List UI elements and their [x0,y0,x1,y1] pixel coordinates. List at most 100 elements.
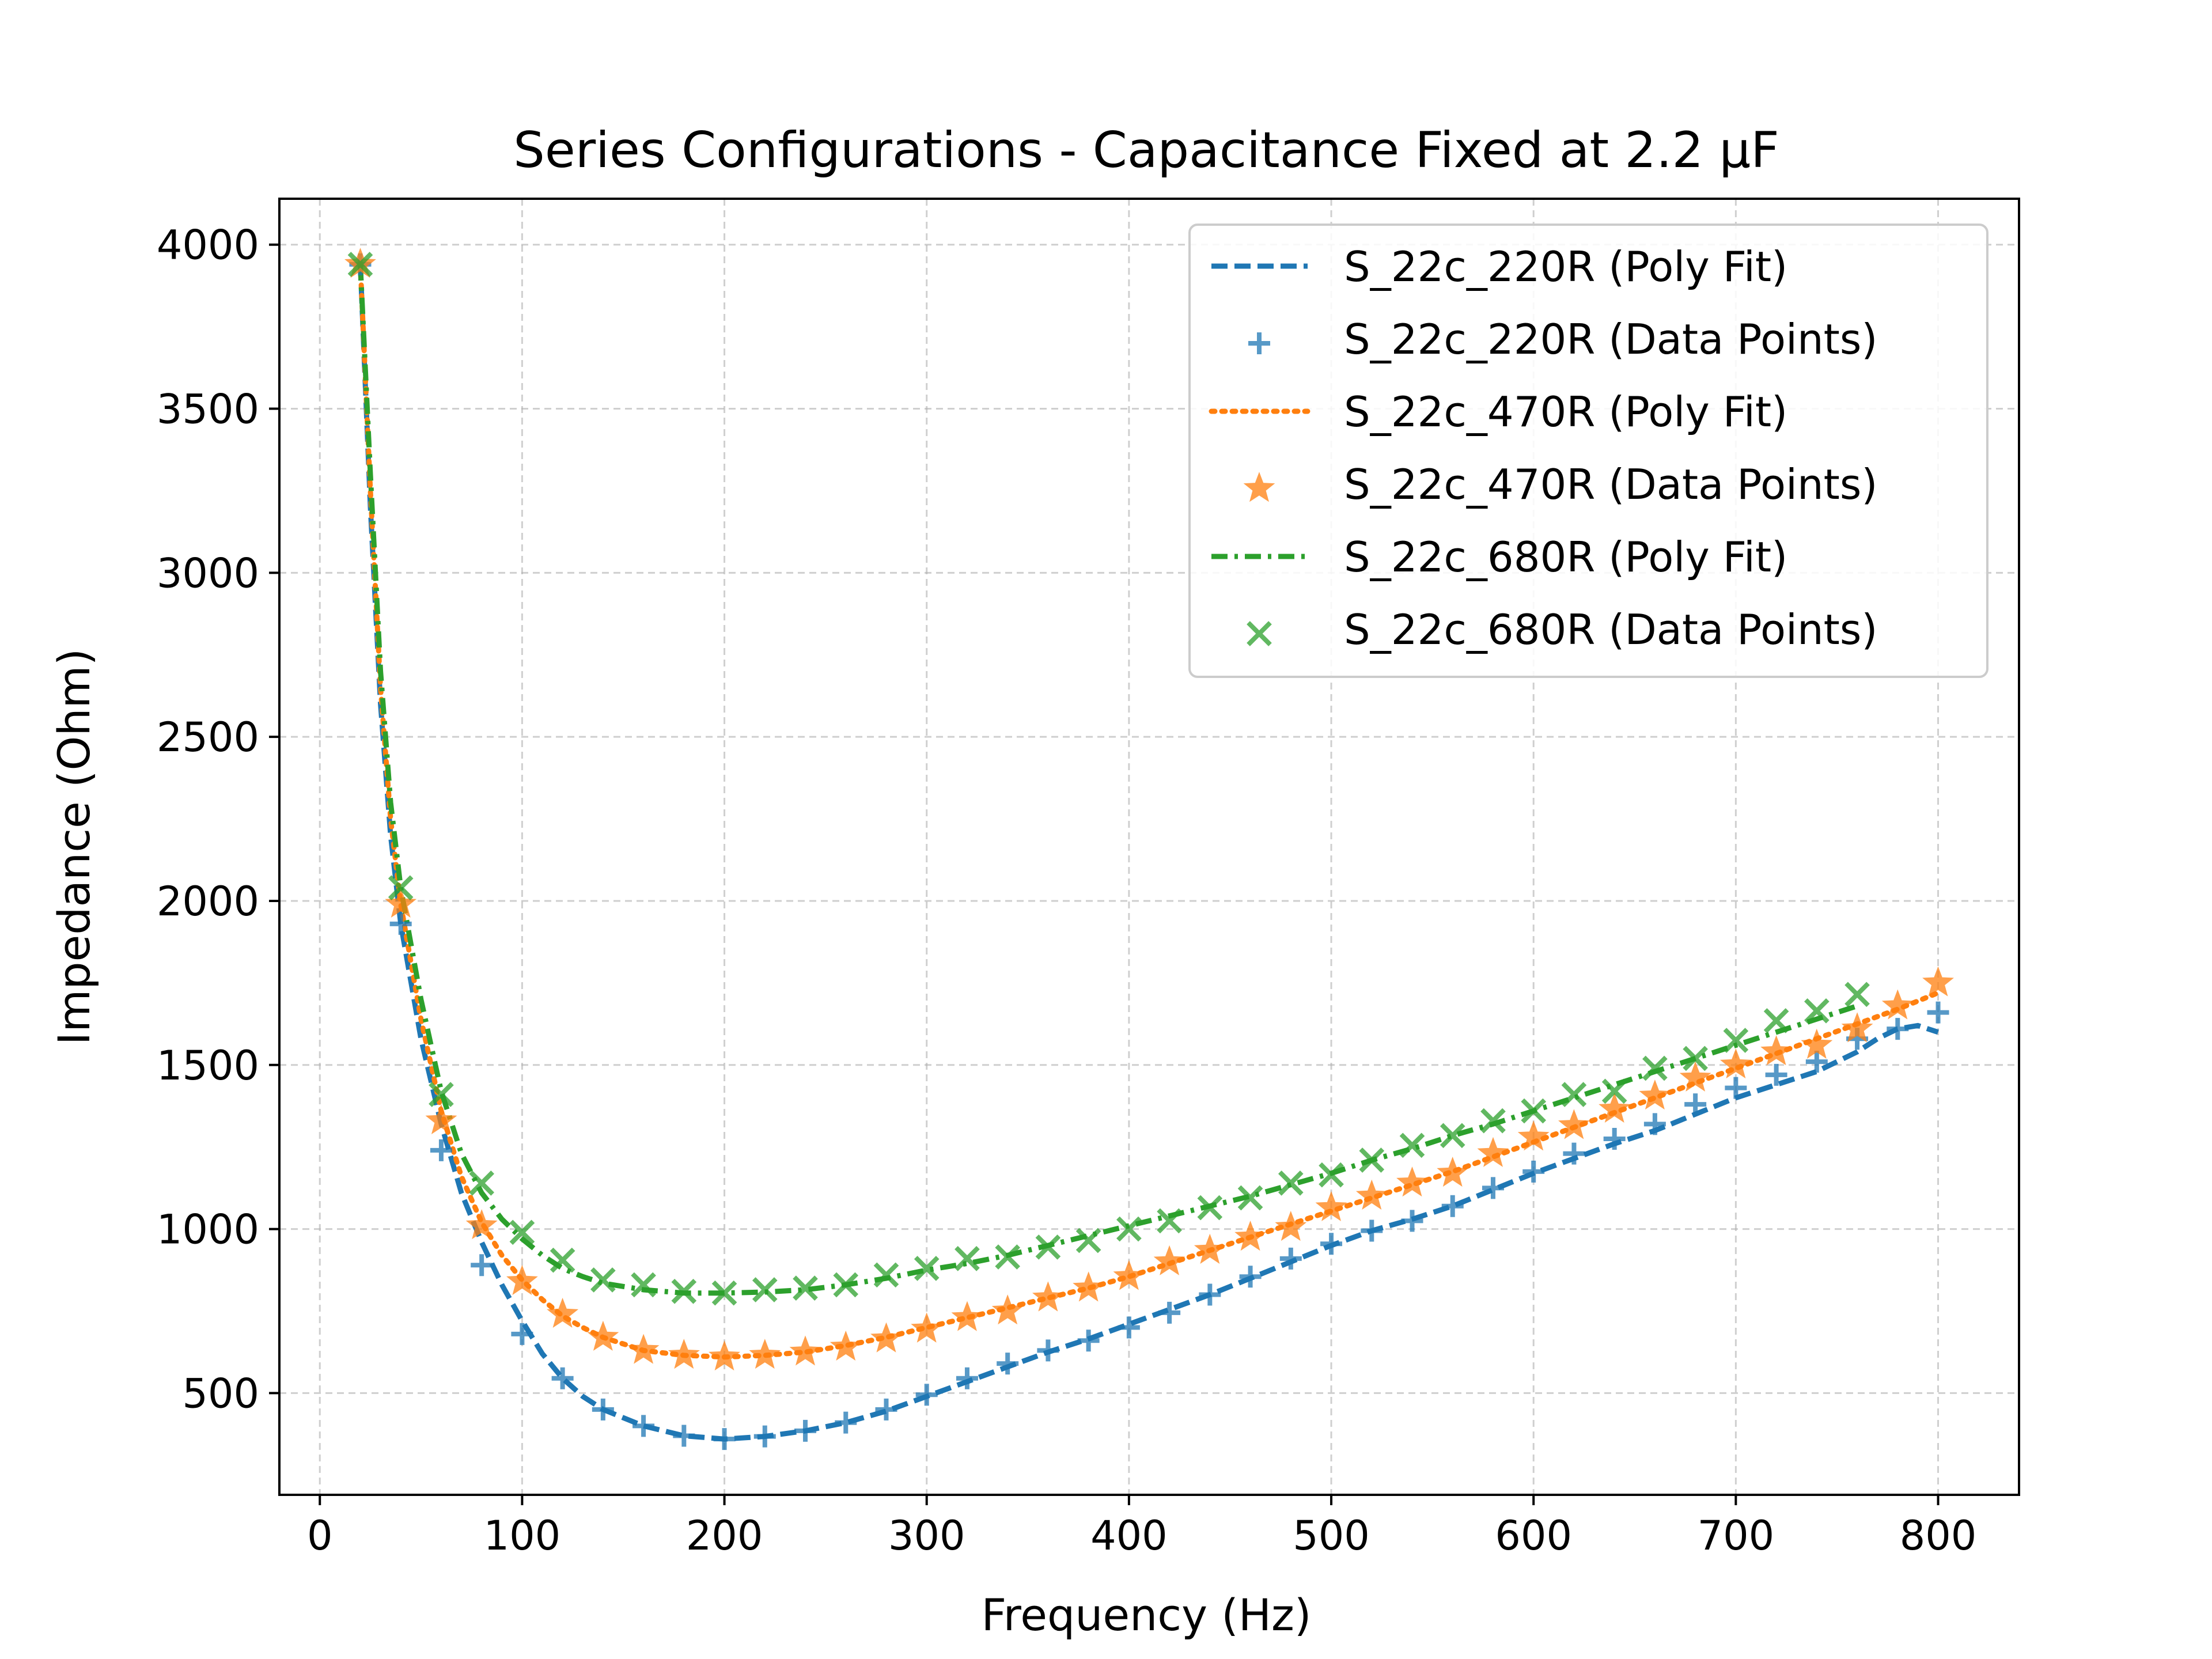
data-point [991,1294,1024,1325]
data-point [793,1275,818,1301]
plot-frame [278,198,2020,1496]
data-point [1237,1185,1263,1211]
data-point [955,1246,980,1271]
data-point [1319,1162,1344,1188]
data-point [753,1425,776,1448]
legend-entry-label: S_22c_680R (Poly Fit) [1344,533,1787,581]
data-point [995,1244,1021,1270]
data-point [1075,1228,1101,1253]
x-tick-label: 500 [1293,1512,1370,1559]
y-tick-label: 1500 [157,1042,259,1089]
data-point [749,1339,781,1369]
x-tick-label: 800 [1900,1512,1977,1559]
data-point [509,1219,535,1245]
data-point [1401,1210,1423,1232]
data-point [668,1339,700,1369]
data-point [1234,1220,1266,1251]
data-point [1765,1063,1787,1086]
data-point [1723,1028,1749,1053]
data-point [1480,1108,1506,1134]
y-tick-label: 3000 [157,550,259,597]
legend-marker-swatch [1247,621,1272,646]
y-tick-label: 2500 [157,714,259,761]
data-point [1601,1078,1627,1104]
data-point [631,1272,656,1298]
data-point [956,1367,978,1389]
data-point [1437,1156,1469,1187]
legend-entry-label: S_22c_470R (Poly Fit) [1344,388,1787,436]
data-point [1684,1093,1707,1116]
data-point [1441,1195,1464,1217]
y-tick-label: 500 [182,1370,259,1417]
data-point [465,1209,498,1240]
x-axis-label: Frequency (Hz) [981,1589,1311,1641]
data-point [951,1301,983,1331]
x-tick-label: 100 [484,1512,561,1559]
data-point [1399,1132,1425,1158]
data-point [789,1335,821,1366]
data-point [1922,966,1954,997]
data-point [551,1367,574,1389]
data-point [1725,1077,1747,1099]
data-point [1278,1171,1304,1196]
legend-entry-label: S_22c_220R (Data Points) [1344,315,1878,363]
data-point [1522,1160,1545,1183]
data-point [1037,1339,1059,1362]
data-point [1239,1266,1262,1288]
y-tick-label: 4000 [157,222,259,269]
data-point [1359,1147,1385,1173]
data-point [673,1425,695,1447]
data-point [1315,1191,1347,1221]
y-tick-label: 1000 [157,1206,259,1253]
data-point [1719,1048,1752,1079]
data-point [587,1320,619,1351]
data-point [1603,1127,1626,1150]
legend-entry-label: S_22c_680R (Data Points) [1344,605,1878,654]
data-point [1199,1283,1221,1306]
data-point [550,1247,575,1273]
data-point [1887,1018,1909,1040]
data-point [1440,1123,1465,1149]
data-point [713,1428,736,1450]
axis-ticks: 0 100 200 300 400 500 600 700 800 500 1000 1500 2000… [157,222,1976,1559]
legend-marker-swatch [1248,332,1270,354]
data-point [1763,1008,1789,1033]
chart-title: Series Configurations - Capacitance Fixe… [513,122,1779,179]
series-line-0 [358,264,1939,1442]
data-point [506,1264,538,1296]
data-point [1563,1142,1585,1165]
data-point [1116,1216,1142,1242]
data-point [429,1082,454,1107]
data-point [1035,1234,1061,1260]
data-point [1642,1055,1668,1081]
data-point [1194,1233,1226,1264]
data-point [1643,1113,1666,1135]
data-point [1361,1219,1383,1242]
data-point [1197,1195,1223,1221]
data-point [1521,1098,1547,1124]
data-point [1077,1330,1100,1352]
data-point [671,1279,697,1304]
data-point [1683,1046,1708,1071]
data-point [709,1340,740,1371]
data-point [1279,1247,1302,1270]
data-point [794,1419,817,1442]
data-point [1477,1137,1509,1167]
x-tick-label: 700 [1698,1512,1775,1559]
data-point [1396,1166,1428,1197]
data-point [471,1254,493,1277]
data-point [1844,982,1870,1007]
data-point [385,887,417,918]
data-point [1355,1179,1388,1210]
data-point [711,1280,737,1306]
data-point [1760,1035,1792,1066]
x-tick-label: 600 [1495,1512,1572,1559]
legend-box [1188,224,1988,678]
y-axis-label: Impedance (Ohm) [48,649,100,1045]
data-point-markers [344,248,1954,1450]
data-point [1599,1092,1631,1123]
data-point [347,252,373,277]
data-point [1482,1177,1504,1199]
data-point [547,1297,579,1328]
data-point [1804,998,1830,1024]
